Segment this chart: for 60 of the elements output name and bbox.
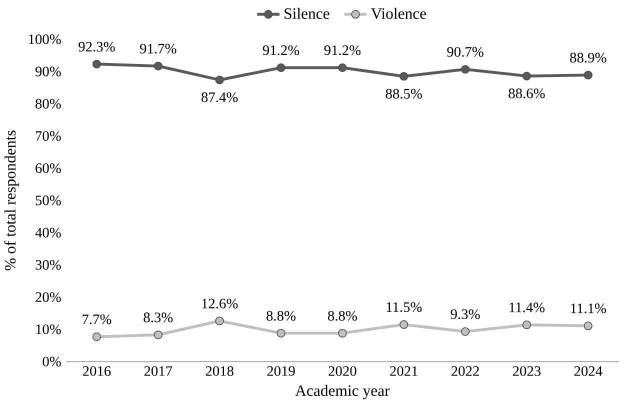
data-label: 8.3% bbox=[144, 312, 173, 322]
legend-label: Silence bbox=[284, 8, 330, 20]
point bbox=[584, 322, 592, 330]
data-label: 11.5% bbox=[386, 302, 422, 312]
x-tick-label: 2018 bbox=[206, 366, 234, 376]
x-tick-label: 2019 bbox=[267, 366, 295, 376]
point bbox=[522, 72, 532, 81]
y-tick-label: 90% bbox=[35, 66, 61, 77]
data-label: 8.8% bbox=[266, 311, 296, 321]
x-tick-label: 2017 bbox=[144, 366, 172, 376]
y-tick-label: 0% bbox=[42, 356, 61, 367]
data-label: 12.6% bbox=[202, 298, 238, 309]
data-label: 11.4% bbox=[510, 302, 545, 313]
point bbox=[460, 65, 470, 74]
point bbox=[400, 320, 408, 330]
data-label: 91.2% bbox=[262, 46, 300, 56]
data-label: 87.4% bbox=[202, 92, 238, 102]
point bbox=[154, 62, 162, 71]
data-label: 91.7% bbox=[140, 44, 176, 54]
point bbox=[92, 332, 102, 342]
point bbox=[215, 76, 224, 84]
data-label: 88.9% bbox=[570, 52, 606, 63]
x-tick-label: 2023 bbox=[512, 366, 541, 376]
x-tick-label: 2022 bbox=[452, 366, 479, 376]
point bbox=[400, 72, 408, 81]
x-tick-label: 2020 bbox=[328, 366, 356, 376]
data-label: 7.7% bbox=[82, 314, 112, 324]
y-tick-label: 80% bbox=[36, 99, 61, 109]
y-tick-label: 50% bbox=[36, 196, 61, 206]
point bbox=[338, 64, 347, 72]
data-label: 88.5% bbox=[386, 89, 422, 99]
point bbox=[92, 60, 102, 69]
y-tick-label: 100% bbox=[29, 34, 61, 44]
point bbox=[215, 316, 224, 326]
point bbox=[338, 329, 347, 338]
x-tick-label: 2021 bbox=[390, 366, 418, 376]
point bbox=[584, 70, 592, 80]
data-label: 9.3% bbox=[450, 310, 480, 320]
data-label: 92.3% bbox=[78, 42, 115, 52]
x-tick-label: 2016 bbox=[82, 366, 111, 376]
data-label: 91.2% bbox=[324, 46, 361, 56]
data-label: 90.7% bbox=[447, 47, 484, 57]
point bbox=[522, 320, 532, 330]
y-tick-label: 70% bbox=[36, 131, 61, 142]
point bbox=[276, 329, 286, 338]
y-tick-label: 40% bbox=[35, 228, 61, 238]
data-label: 88.6% bbox=[508, 88, 545, 98]
y-tick-label: 60% bbox=[36, 164, 61, 174]
y-axis-title: % of total respondents bbox=[4, 130, 19, 271]
x-tick-label: 2024 bbox=[574, 366, 602, 376]
y-tick-label: 20% bbox=[36, 292, 61, 302]
point bbox=[460, 327, 470, 336]
point bbox=[154, 330, 162, 340]
data-label: 11.1% bbox=[571, 304, 606, 314]
y-tick-label: 10% bbox=[36, 324, 61, 334]
data-label: 8.8% bbox=[328, 311, 357, 321]
legend-label: Violence bbox=[370, 8, 426, 20]
point bbox=[276, 64, 286, 72]
y-tick-label: 30% bbox=[36, 260, 61, 270]
x-axis-title: Academic year bbox=[295, 385, 390, 400]
